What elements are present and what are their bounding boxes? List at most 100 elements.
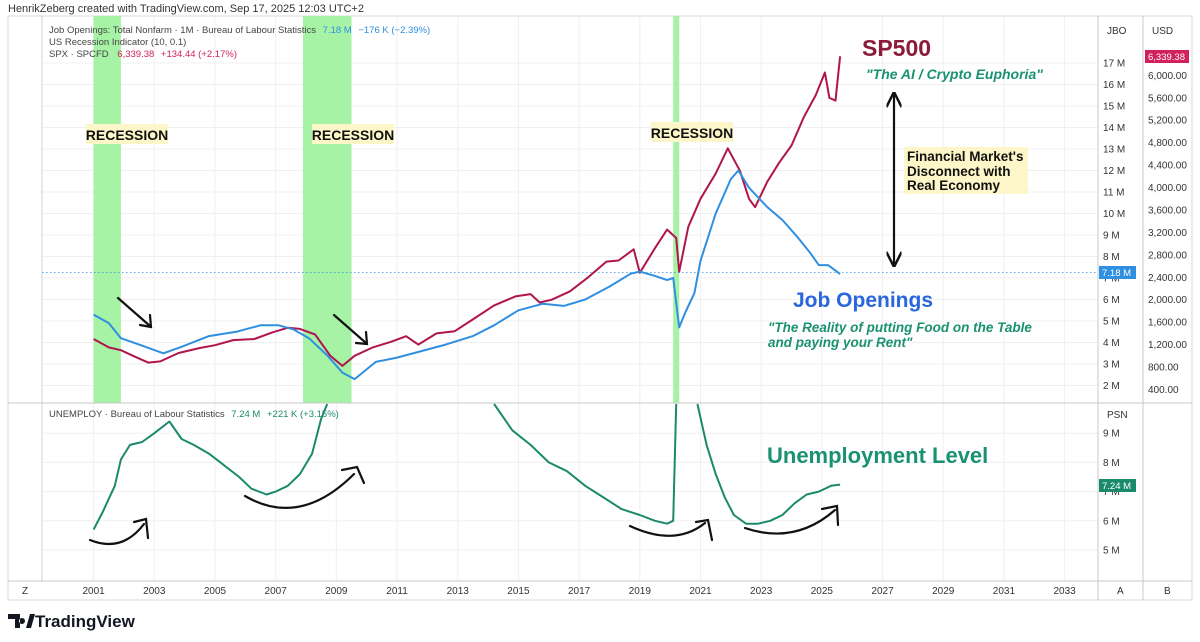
jobs-price-tag-text: 7.18 M <box>1102 268 1131 279</box>
legend-unemploy-value: 7.24 M <box>231 409 260 420</box>
x-tick-label: 2005 <box>204 586 227 597</box>
disconnect-label-bg <box>904 147 1028 194</box>
legend-recession: US Recession Indicator (10, 0.1) <box>49 37 186 48</box>
legend-unemploy-change: +221 K (+3.15%) <box>267 409 339 420</box>
usd-axis-ticks: 400.00 800.00 1,200.00 1,600.00 2,000.00 2,40… <box>1148 71 1187 396</box>
x-tick-label: 2027 <box>871 586 894 597</box>
usd-tick-label: 6,000.00 <box>1148 71 1187 82</box>
x-tick-label: 2015 <box>507 586 530 597</box>
jbo-tick-label: 16 M <box>1103 80 1125 91</box>
x-tick-label: 2033 <box>1053 586 1076 597</box>
legend-jobs-change: −176 K (−2.39%) <box>358 25 430 36</box>
jobs-price-tag <box>1099 266 1136 279</box>
legend-spx-change: +134.44 (+2.17%) <box>161 49 237 60</box>
arrow-2023-curve <box>743 508 837 535</box>
bottom-axis-a-label: A <box>1117 586 1124 597</box>
x-tick-label: 2019 <box>629 586 652 597</box>
jbo-tick-label: 15 M <box>1103 102 1125 113</box>
usd-tick-label: 3,600.00 <box>1148 205 1187 216</box>
legend-unemploy-label: UNEMPLOY · Bureau of Labour Statistics <box>49 409 225 420</box>
disconnect-line-1: Financial Market's <box>907 149 1024 164</box>
arrow-2007-curve-head <box>340 465 366 485</box>
arrow-2023-curve-head <box>820 504 840 527</box>
usd-axis-header: USD <box>1152 26 1173 37</box>
arrow-2008-down-head <box>354 330 369 346</box>
x-tick-label: 2013 <box>447 586 470 597</box>
hand-drawn-arrows <box>88 296 840 546</box>
unemployment-series-line-3 <box>696 403 841 525</box>
jobs-title: Job Openings <box>793 289 933 312</box>
jbo-tick-label: 12 M <box>1103 166 1125 177</box>
psn-tick-label: 7 M <box>1103 487 1120 498</box>
legend-unemploy: UNEMPLOY · Bureau of Labour Statistics 7… <box>49 409 339 420</box>
jbo-tick-label: 3 M <box>1103 360 1120 371</box>
usd-tick-label: 4,400.00 <box>1148 161 1187 172</box>
creator-line: HenrikZeberg created with TradingView.co… <box>8 3 364 15</box>
unemployment-series-line-1 <box>92 403 329 531</box>
jbo-tick-label: 10 M <box>1103 209 1125 220</box>
usd-tick-label: 1,200.00 <box>1148 340 1187 351</box>
recession-band-3 <box>673 16 680 403</box>
unemploy-price-tag <box>1099 479 1136 492</box>
usd-tick-label: 2,400.00 <box>1148 273 1187 284</box>
legend-jobs: Job Openings: Total Nonfarm · 1M · Burea… <box>49 25 430 36</box>
arrow-2001-down-head <box>138 313 153 329</box>
usd-tick-label: 4,800.00 <box>1148 138 1187 149</box>
jbo-tick-label: 13 M <box>1103 145 1125 156</box>
recession-label-2: RECESSION <box>312 127 394 143</box>
psn-tick-label: 6 M <box>1103 516 1120 527</box>
jbo-tick-label: 6 M <box>1103 295 1120 306</box>
jbo-tick-label: 11 M <box>1103 188 1125 199</box>
jbo-tick-label: 14 M <box>1103 123 1125 134</box>
psn-axis-ticks: 5 M 6 M 7 M 8 M 9 M <box>1103 429 1120 557</box>
usd-tick-label: 4,000.00 <box>1148 183 1187 194</box>
x-tick-label: 2009 <box>325 586 348 597</box>
arrow-2001-curve-head <box>132 517 150 540</box>
disconnect-line-2: Disconnect with <box>907 164 1011 179</box>
tradingview-logo-icon <box>8 614 35 628</box>
usd-tick-label: 2,800.00 <box>1148 250 1187 261</box>
psn-tick-label: 8 M <box>1103 458 1120 469</box>
disconnect-line-3: Real Economy <box>907 178 1001 193</box>
unemploy-title: Unemployment Level <box>767 443 988 468</box>
arrow-2008-down <box>332 313 368 345</box>
usd-tick-label: 400.00 <box>1148 385 1179 396</box>
recession-band-2 <box>302 16 352 403</box>
x-tick-label: 2003 <box>143 586 166 597</box>
psn-tick-label: 9 M <box>1103 429 1120 440</box>
jbo-tick-label: 17 M <box>1103 59 1125 70</box>
jbo-tick-label: 4 M <box>1103 338 1120 349</box>
x-axis-ticks: 2001 2003 2005 2007 2009 2011 2013 2015 2017 2019… <box>82 586 1076 597</box>
spx-series-line <box>93 56 842 367</box>
x-tick-label: 2021 <box>689 586 712 597</box>
arrow-2019-curve <box>628 521 707 537</box>
usd-tick-label: 5,200.00 <box>1148 116 1187 127</box>
jbo-axis-header: JBO <box>1107 26 1127 37</box>
x-tick-label: 2031 <box>993 586 1016 597</box>
legend-jobs-value: 7.18 M <box>323 25 352 36</box>
spx-price-tag <box>1145 50 1189 63</box>
x-tick-label: 2029 <box>932 586 955 597</box>
jbo-tick-label: 8 M <box>1103 252 1120 263</box>
spx-price-tag-text: 6,339.38 <box>1148 52 1185 63</box>
legend-spx-value: 6,339.38 <box>117 49 154 60</box>
jbo-tick-label: 9 M <box>1103 231 1120 242</box>
job-openings-series-line <box>93 169 841 381</box>
bottom-left-label: Z <box>22 586 28 597</box>
unemployment-series-line-2 <box>493 403 678 525</box>
recession-label-bg-3 <box>651 122 733 142</box>
x-tick-label: 2007 <box>265 586 288 597</box>
chart-frame <box>7 15 1193 601</box>
tradingview-logo: TradingView <box>8 612 136 631</box>
x-tick-label: 2025 <box>811 586 834 597</box>
psn-tick-label: 5 M <box>1103 546 1120 557</box>
recession-label-3: RECESSION <box>651 125 733 141</box>
recession-label-1: RECESSION <box>86 127 168 143</box>
x-tick-label: 2011 <box>386 586 408 597</box>
psn-axis-header: PSN <box>1107 410 1128 421</box>
arrow-2019-curve-head <box>694 518 714 542</box>
unemploy-price-tag-text: 7.24 M <box>1102 481 1131 492</box>
recession-label-bg-1 <box>86 124 168 144</box>
tradingview-logo-text: TradingView <box>35 612 136 631</box>
